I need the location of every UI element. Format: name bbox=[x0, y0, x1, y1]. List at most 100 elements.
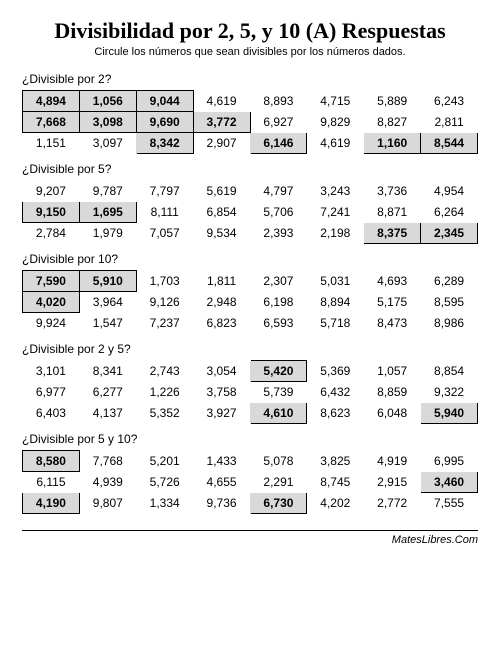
number-cell: 2,915 bbox=[364, 472, 421, 493]
number-cell: 6,927 bbox=[250, 112, 307, 133]
number-cell: 1,057 bbox=[364, 361, 421, 382]
number-cell: 3,054 bbox=[193, 361, 250, 382]
number-cell-highlighted: 1,695 bbox=[79, 202, 136, 223]
table-row: 7,6683,0989,6903,7726,9279,8298,8272,811 bbox=[23, 112, 478, 133]
number-cell-highlighted: 8,580 bbox=[23, 451, 80, 472]
table-row: 6,1154,9395,7264,6552,2918,7452,9153,460 bbox=[23, 472, 478, 493]
number-cell-highlighted: 6,146 bbox=[250, 133, 307, 154]
table-row: 9,2079,7877,7975,6194,7973,2433,7364,954 bbox=[23, 181, 478, 202]
number-cell: 5,619 bbox=[193, 181, 250, 202]
number-cell-highlighted: 4,020 bbox=[23, 292, 80, 313]
number-cell: 2,291 bbox=[250, 472, 307, 493]
section-label: ¿Divisible por 5? bbox=[22, 162, 478, 176]
number-cell: 8,986 bbox=[421, 313, 478, 334]
number-cell: 3,927 bbox=[193, 403, 250, 424]
page-subtitle: Circule los números que sean divisibles … bbox=[22, 46, 478, 58]
number-cell: 2,393 bbox=[250, 223, 307, 244]
table-row: 4,8941,0569,0444,6198,8934,7155,8896,243 bbox=[23, 91, 478, 112]
number-cell-highlighted: 9,150 bbox=[23, 202, 80, 223]
number-cell: 6,995 bbox=[421, 451, 478, 472]
number-cell: 5,352 bbox=[136, 403, 193, 424]
number-cell-highlighted: 1,056 bbox=[79, 91, 136, 112]
number-cell: 2,743 bbox=[136, 361, 193, 382]
number-cell: 9,322 bbox=[421, 382, 478, 403]
number-cell: 6,048 bbox=[364, 403, 421, 424]
number-grid: 8,5807,7685,2011,4335,0783,8254,9196,995… bbox=[22, 450, 478, 514]
number-cell: 4,655 bbox=[193, 472, 250, 493]
number-cell: 1,547 bbox=[79, 313, 136, 334]
number-cell: 1,433 bbox=[193, 451, 250, 472]
number-cell: 1,226 bbox=[136, 382, 193, 403]
number-cell-highlighted: 4,894 bbox=[23, 91, 80, 112]
number-cell: 2,948 bbox=[193, 292, 250, 313]
number-cell: 6,977 bbox=[23, 382, 80, 403]
table-row: 6,9776,2771,2263,7585,7396,4328,8599,322 bbox=[23, 382, 478, 403]
number-cell: 7,797 bbox=[136, 181, 193, 202]
number-cell: 7,057 bbox=[136, 223, 193, 244]
number-cell: 6,243 bbox=[421, 91, 478, 112]
number-cell: 8,595 bbox=[421, 292, 478, 313]
number-cell: 4,954 bbox=[421, 181, 478, 202]
number-cell: 6,198 bbox=[250, 292, 307, 313]
number-grid: 4,8941,0569,0444,6198,8934,7155,8896,243… bbox=[22, 90, 478, 154]
section-label: ¿Divisible por 2? bbox=[22, 72, 478, 86]
number-grid: 3,1018,3412,7433,0545,4205,3691,0578,854… bbox=[22, 360, 478, 424]
number-cell-highlighted: 7,668 bbox=[23, 112, 80, 133]
number-cell: 3,736 bbox=[364, 181, 421, 202]
worksheet-page: Divisibilidad por 2, 5, y 10 (A) Respues… bbox=[0, 0, 500, 560]
table-row: 8,5807,7685,2011,4335,0783,8254,9196,995 bbox=[23, 451, 478, 472]
number-cell: 4,619 bbox=[193, 91, 250, 112]
number-cell: 2,811 bbox=[421, 112, 478, 133]
number-cell: 7,237 bbox=[136, 313, 193, 334]
number-cell: 5,718 bbox=[307, 313, 364, 334]
number-cell: 5,369 bbox=[307, 361, 364, 382]
number-cell: 1,334 bbox=[136, 493, 193, 514]
section-label: ¿Divisible por 2 y 5? bbox=[22, 342, 478, 356]
number-cell: 3,097 bbox=[79, 133, 136, 154]
table-row: 4,1909,8071,3349,7366,7304,2022,7727,555 bbox=[23, 493, 478, 514]
table-row: 9,9241,5477,2376,8236,5935,7188,4738,986 bbox=[23, 313, 478, 334]
number-cell: 8,111 bbox=[136, 202, 193, 223]
number-cell: 5,078 bbox=[250, 451, 307, 472]
number-cell-highlighted: 9,690 bbox=[136, 112, 193, 133]
table-row: 3,1018,3412,7433,0545,4205,3691,0578,854 bbox=[23, 361, 478, 382]
number-cell: 6,403 bbox=[23, 403, 80, 424]
number-cell: 4,919 bbox=[364, 451, 421, 472]
footer-divider bbox=[22, 530, 478, 531]
number-cell: 9,829 bbox=[307, 112, 364, 133]
number-cell: 9,736 bbox=[193, 493, 250, 514]
number-cell: 4,202 bbox=[307, 493, 364, 514]
page-title: Divisibilidad por 2, 5, y 10 (A) Respues… bbox=[22, 18, 478, 44]
table-row: 6,4034,1375,3523,9274,6108,6236,0485,940 bbox=[23, 403, 478, 424]
number-cell: 6,854 bbox=[193, 202, 250, 223]
number-cell: 2,784 bbox=[23, 223, 80, 244]
number-cell: 2,772 bbox=[364, 493, 421, 514]
number-cell: 4,693 bbox=[364, 271, 421, 292]
number-cell: 3,758 bbox=[193, 382, 250, 403]
number-cell: 3,101 bbox=[23, 361, 80, 382]
number-grid: 7,5905,9101,7031,8112,3075,0314,6936,289… bbox=[22, 270, 478, 334]
number-cell: 5,031 bbox=[307, 271, 364, 292]
sections-container: ¿Divisible por 2? 4,8941,0569,0444,6198,8… bbox=[22, 72, 478, 514]
number-cell: 5,739 bbox=[250, 382, 307, 403]
table-row: 9,1501,6958,1116,8545,7067,2418,8716,264 bbox=[23, 202, 478, 223]
number-cell: 8,893 bbox=[250, 91, 307, 112]
table-row: 2,7841,9797,0579,5342,3932,1988,3752,345 bbox=[23, 223, 478, 244]
table-row: 1,1513,0978,3422,9076,1464,6191,1608,544 bbox=[23, 133, 478, 154]
number-cell-highlighted: 3,098 bbox=[79, 112, 136, 133]
number-cell: 8,473 bbox=[364, 313, 421, 334]
number-cell-highlighted: 4,190 bbox=[23, 493, 80, 514]
section-label: ¿Divisible por 10? bbox=[22, 252, 478, 266]
number-cell: 1,151 bbox=[23, 133, 80, 154]
number-cell: 1,979 bbox=[79, 223, 136, 244]
number-cell: 5,726 bbox=[136, 472, 193, 493]
number-cell: 8,623 bbox=[307, 403, 364, 424]
number-cell-highlighted: 5,940 bbox=[421, 403, 478, 424]
number-cell: 2,907 bbox=[193, 133, 250, 154]
number-cell: 4,715 bbox=[307, 91, 364, 112]
number-cell: 5,175 bbox=[364, 292, 421, 313]
number-cell: 9,787 bbox=[79, 181, 136, 202]
number-cell: 5,889 bbox=[364, 91, 421, 112]
number-cell: 9,126 bbox=[136, 292, 193, 313]
table-row: 7,5905,9101,7031,8112,3075,0314,6936,289 bbox=[23, 271, 478, 292]
